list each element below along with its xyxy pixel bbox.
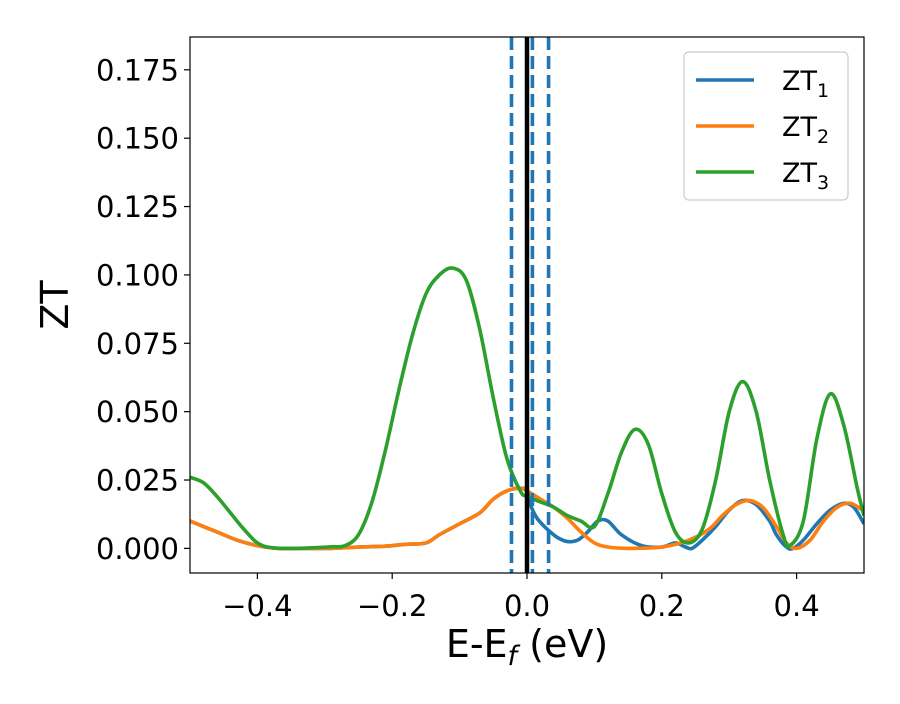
y-tick-label: 0.000 bbox=[96, 532, 179, 566]
x-tick-label: 0.2 bbox=[639, 589, 685, 623]
y-axis-title: ZT bbox=[33, 280, 77, 330]
y-tick-label: 0.125 bbox=[96, 190, 179, 224]
axis-labels: E-Ef (eV) ZT bbox=[33, 280, 608, 672]
legend-label-subscript: 3 bbox=[817, 172, 829, 194]
y-tick-label: 0.025 bbox=[96, 464, 179, 498]
legend-label-subscript: 2 bbox=[817, 126, 829, 148]
legend-label-main: ZT bbox=[782, 66, 817, 97]
series-line-zt3 bbox=[190, 266, 864, 551]
x-axis-title-main: E-E bbox=[446, 622, 508, 666]
x-tick-label: −0.4 bbox=[222, 589, 292, 623]
x-tick-label: 0.0 bbox=[504, 589, 550, 623]
ticks: −0.4 −0.2 0.0 0.2 0.4 0.000 0.025 0.050 0.075 0.1… bbox=[96, 53, 820, 623]
x-axis-title: E-Ef (eV) bbox=[446, 622, 608, 672]
y-tick-label: 0.100 bbox=[96, 258, 179, 292]
x-tick-label: 0.4 bbox=[774, 589, 820, 623]
y-tick-label: 0.050 bbox=[96, 395, 179, 429]
y-tick-label: 0.150 bbox=[96, 122, 179, 156]
legend-label-subscript: 1 bbox=[817, 80, 829, 102]
y-tick-label: 0.175 bbox=[96, 53, 179, 87]
legend-label-main: ZT bbox=[782, 158, 817, 189]
x-tick-label: −0.2 bbox=[357, 589, 427, 623]
legend-label-zt3: ZT3 bbox=[782, 158, 829, 194]
legend-label-zt1: ZT1 bbox=[782, 66, 829, 102]
plot-layer bbox=[190, 37, 864, 573]
legend-label-zt2: ZT2 bbox=[782, 112, 829, 148]
x-axis-title-suffix: (eV) bbox=[517, 622, 608, 666]
legend-label-main: ZT bbox=[782, 112, 817, 143]
y-tick-label: 0.075 bbox=[96, 327, 179, 361]
legend-box bbox=[683, 51, 849, 201]
